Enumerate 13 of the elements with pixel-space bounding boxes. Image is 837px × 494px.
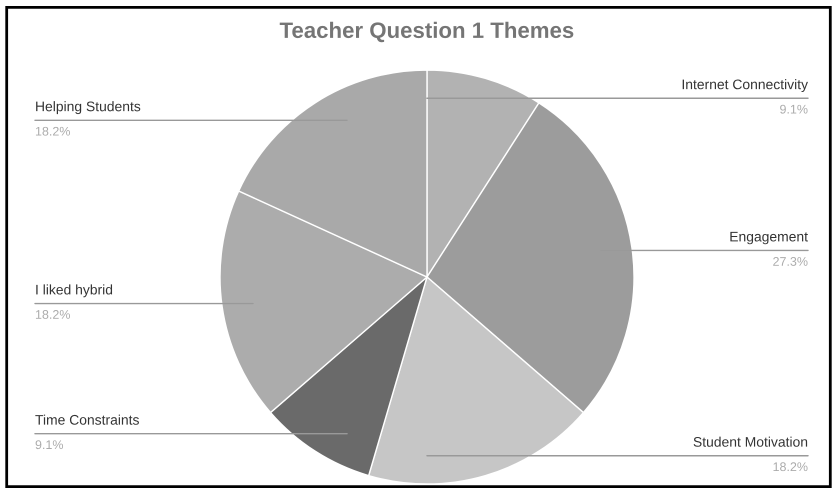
data-label: 27.3%	[773, 257, 808, 266]
data-label: 18.2%	[774, 462, 808, 472]
chart-title: Teacher Question 1 Themes	[280, 22, 574, 42]
data-label: 9.1%	[36, 440, 64, 450]
slice-label: Student Motivation	[694, 436, 808, 447]
slice-label: Helping Students	[36, 101, 140, 114]
data-label: 9.1%	[780, 104, 808, 114]
slice-label: Engagement	[730, 232, 808, 244]
slice-label: I liked hybrid	[36, 284, 112, 298]
slice-label: Internet Connectivity	[682, 79, 808, 92]
slice-label: Time Constraints	[35, 414, 139, 425]
data-label: 18.2%	[36, 310, 70, 319]
data-label: 18.2%	[36, 126, 70, 136]
